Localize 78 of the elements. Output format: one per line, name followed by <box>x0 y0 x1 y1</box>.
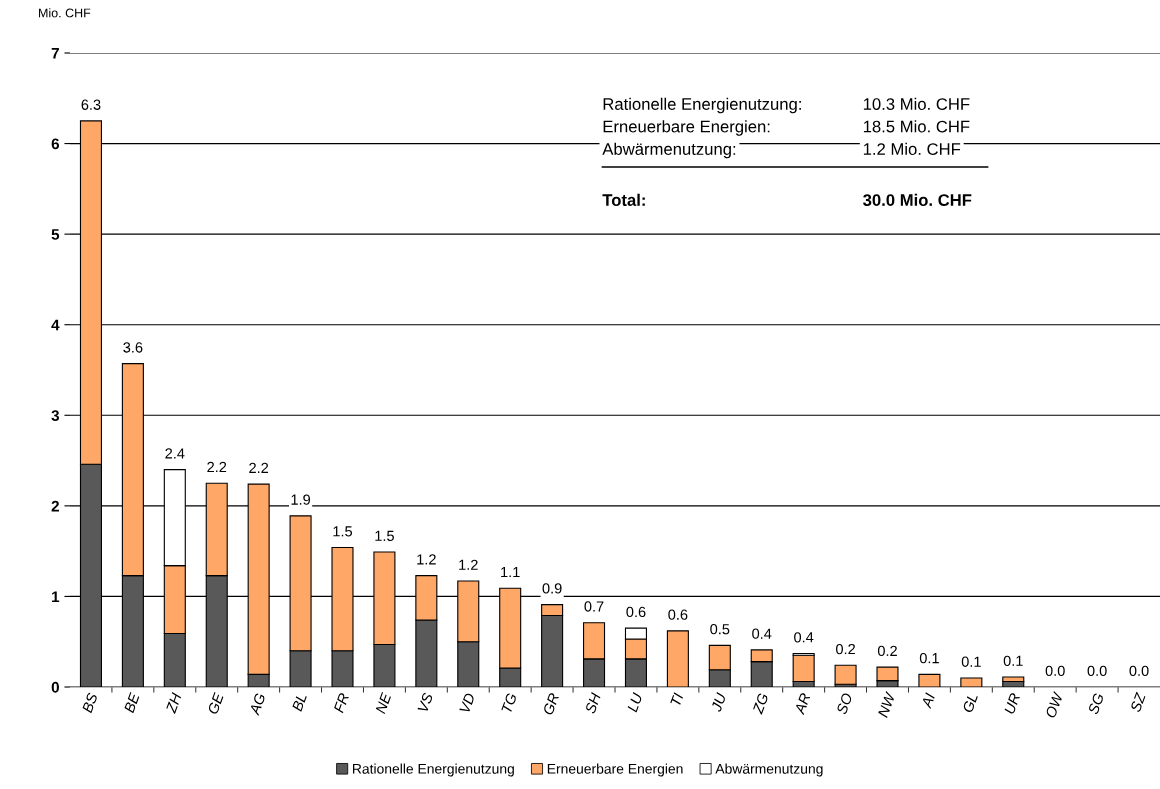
x-tick-label: SZ <box>1129 691 1147 713</box>
x-tick-label: JU <box>710 691 727 713</box>
total-label: 0.0 <box>1087 665 1107 676</box>
x-tick-label: BS <box>81 692 98 714</box>
bar <box>1002 676 1025 683</box>
x-tick-label: AG <box>248 692 266 716</box>
total-label: 6.3 <box>81 99 101 110</box>
annotation: Abwärmenutzung: <box>602 142 736 159</box>
x-tick-label: FR <box>333 692 350 714</box>
total-label: 0.1 <box>919 652 939 664</box>
total-label: 0.2 <box>877 645 897 657</box>
y-tick-label: 7 <box>51 48 59 59</box>
total-label: 2.4 <box>165 448 185 459</box>
bar <box>666 630 689 687</box>
annotation: Rationelle Energienutzung: <box>603 97 801 114</box>
y-tick-label: 5 <box>51 229 60 240</box>
y-tick-label: 6 <box>51 138 60 150</box>
total-label: 0.1 <box>1003 655 1023 666</box>
y-tick-label: 3 <box>51 410 60 421</box>
x-tick-label: GE <box>207 691 225 715</box>
total-label: 0.4 <box>794 632 814 643</box>
y-tick-label: 0 <box>51 681 59 693</box>
total-label: 1.9 <box>291 494 311 505</box>
y-tick-label: 4 <box>51 319 60 331</box>
total-label: 1.1 <box>501 567 520 578</box>
bar <box>834 664 857 685</box>
x-tick-label: TI <box>670 692 684 707</box>
x-tick-label: UR <box>1004 692 1021 715</box>
total-label: 2.2 <box>249 462 269 473</box>
annotation: Total: <box>602 193 645 206</box>
bar <box>792 654 815 683</box>
y-tick-label: 1 <box>52 591 60 602</box>
total-label: 1.2 <box>417 554 436 565</box>
x-tick-label: NW <box>877 690 896 718</box>
total-label: 1.5 <box>333 526 353 537</box>
bar <box>918 673 941 687</box>
x-tick-label: SG <box>1087 692 1105 715</box>
total-label: 0.7 <box>584 601 604 612</box>
annotation: 1.2 Mio. CHF <box>863 142 961 155</box>
x-tick-label: GR <box>542 692 560 716</box>
total-label: 0.9 <box>542 583 562 594</box>
annotation: 30.0 Mio. CHF <box>863 193 972 206</box>
total-label: 0.0 <box>1045 665 1065 676</box>
total-label: 1.2 <box>459 559 478 570</box>
x-tick-label: OW <box>1045 690 1064 719</box>
x-tick-label: TG <box>501 692 518 714</box>
total-label: 0.2 <box>836 643 855 655</box>
x-tick-label: BL <box>291 693 307 712</box>
legend-label: Erneuerbare Energien <box>547 763 683 777</box>
annotation: 18.5 Mio. CHF <box>863 120 970 133</box>
x-tick-label: AR <box>794 692 811 716</box>
annotation: 10.3 Mio. CHF <box>863 97 970 110</box>
x-tick-label: GL <box>962 692 978 714</box>
x-tick-label: ZG <box>752 692 769 715</box>
x-tick-label: AI <box>920 692 936 710</box>
total-label: 0.6 <box>626 606 646 618</box>
total-label: 2.2 <box>207 461 227 473</box>
y-axis-title: Mio. CHF <box>39 8 91 18</box>
x-tick-label: VS <box>417 692 434 713</box>
y-tick-label: 2 <box>51 500 59 512</box>
total-label: 0.0 <box>1129 665 1149 676</box>
total-label: 0.6 <box>668 609 688 620</box>
x-tick-label: NE <box>375 691 392 715</box>
x-tick-label: VD <box>459 692 476 714</box>
total-label: 0.5 <box>710 623 730 635</box>
legend-label: Rationelle Energienutzung <box>353 763 514 777</box>
x-tick-label: SH <box>584 691 602 715</box>
total-label: 0.1 <box>961 656 981 667</box>
x-tick-label: LU <box>627 691 643 713</box>
x-tick-label: ZH <box>165 692 182 715</box>
bar <box>960 677 983 687</box>
x-tick-label: BE <box>123 691 140 714</box>
total-label: 1.5 <box>375 530 394 542</box>
x-tick-label: SO <box>836 692 853 715</box>
legend-label: Abwärmenutzung <box>715 763 823 777</box>
annotation: Erneuerbare Energien: <box>603 120 770 136</box>
total-label: 3.6 <box>123 342 143 353</box>
total-label: 0.4 <box>752 628 772 639</box>
